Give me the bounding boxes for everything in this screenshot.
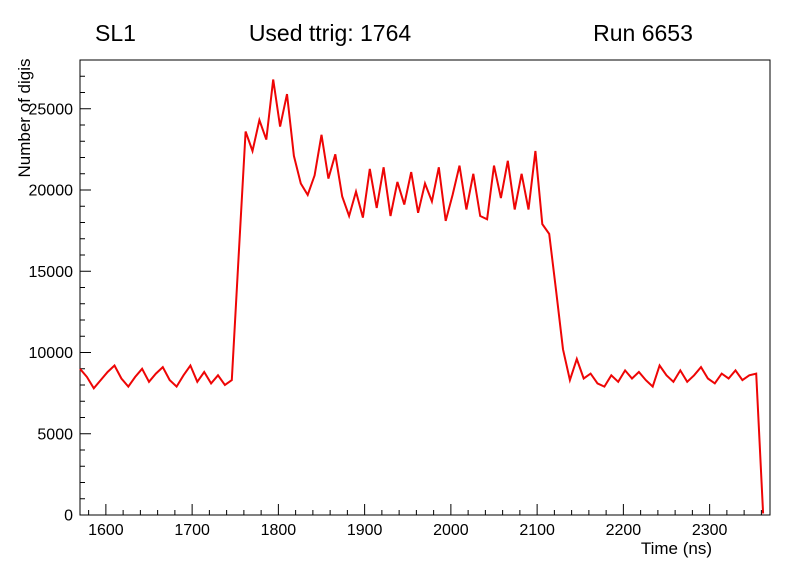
x-tick-label: 2200	[606, 522, 642, 539]
y-tick-label: 10000	[29, 345, 74, 362]
x-tick-label: 2300	[692, 522, 728, 539]
x-tick-label: 1600	[88, 522, 124, 539]
y-tick-label: 15000	[29, 264, 74, 281]
y-tick-label: 25000	[29, 101, 74, 118]
y-tick-label: 5000	[37, 426, 73, 443]
y-tick-label: 0	[64, 508, 73, 525]
x-tick-label: 2100	[519, 522, 555, 539]
pad-label-run: Run 6653	[593, 20, 693, 46]
x-tick-label: 1700	[174, 522, 210, 539]
x-tick-label: 2000	[433, 522, 469, 539]
digis-vs-time-line	[79, 79, 765, 514]
plot-title-ttrig: Used ttrig: 1764	[248, 20, 412, 46]
pad-label-superlayer: SL1	[95, 20, 136, 46]
x-axis-title: Time (ns)	[640, 539, 712, 558]
x-tick-label: 1900	[347, 522, 383, 539]
x-tick-label: 1800	[261, 522, 297, 539]
plot-frame	[79, 59, 771, 516]
y-tick-label: 20000	[29, 183, 74, 200]
